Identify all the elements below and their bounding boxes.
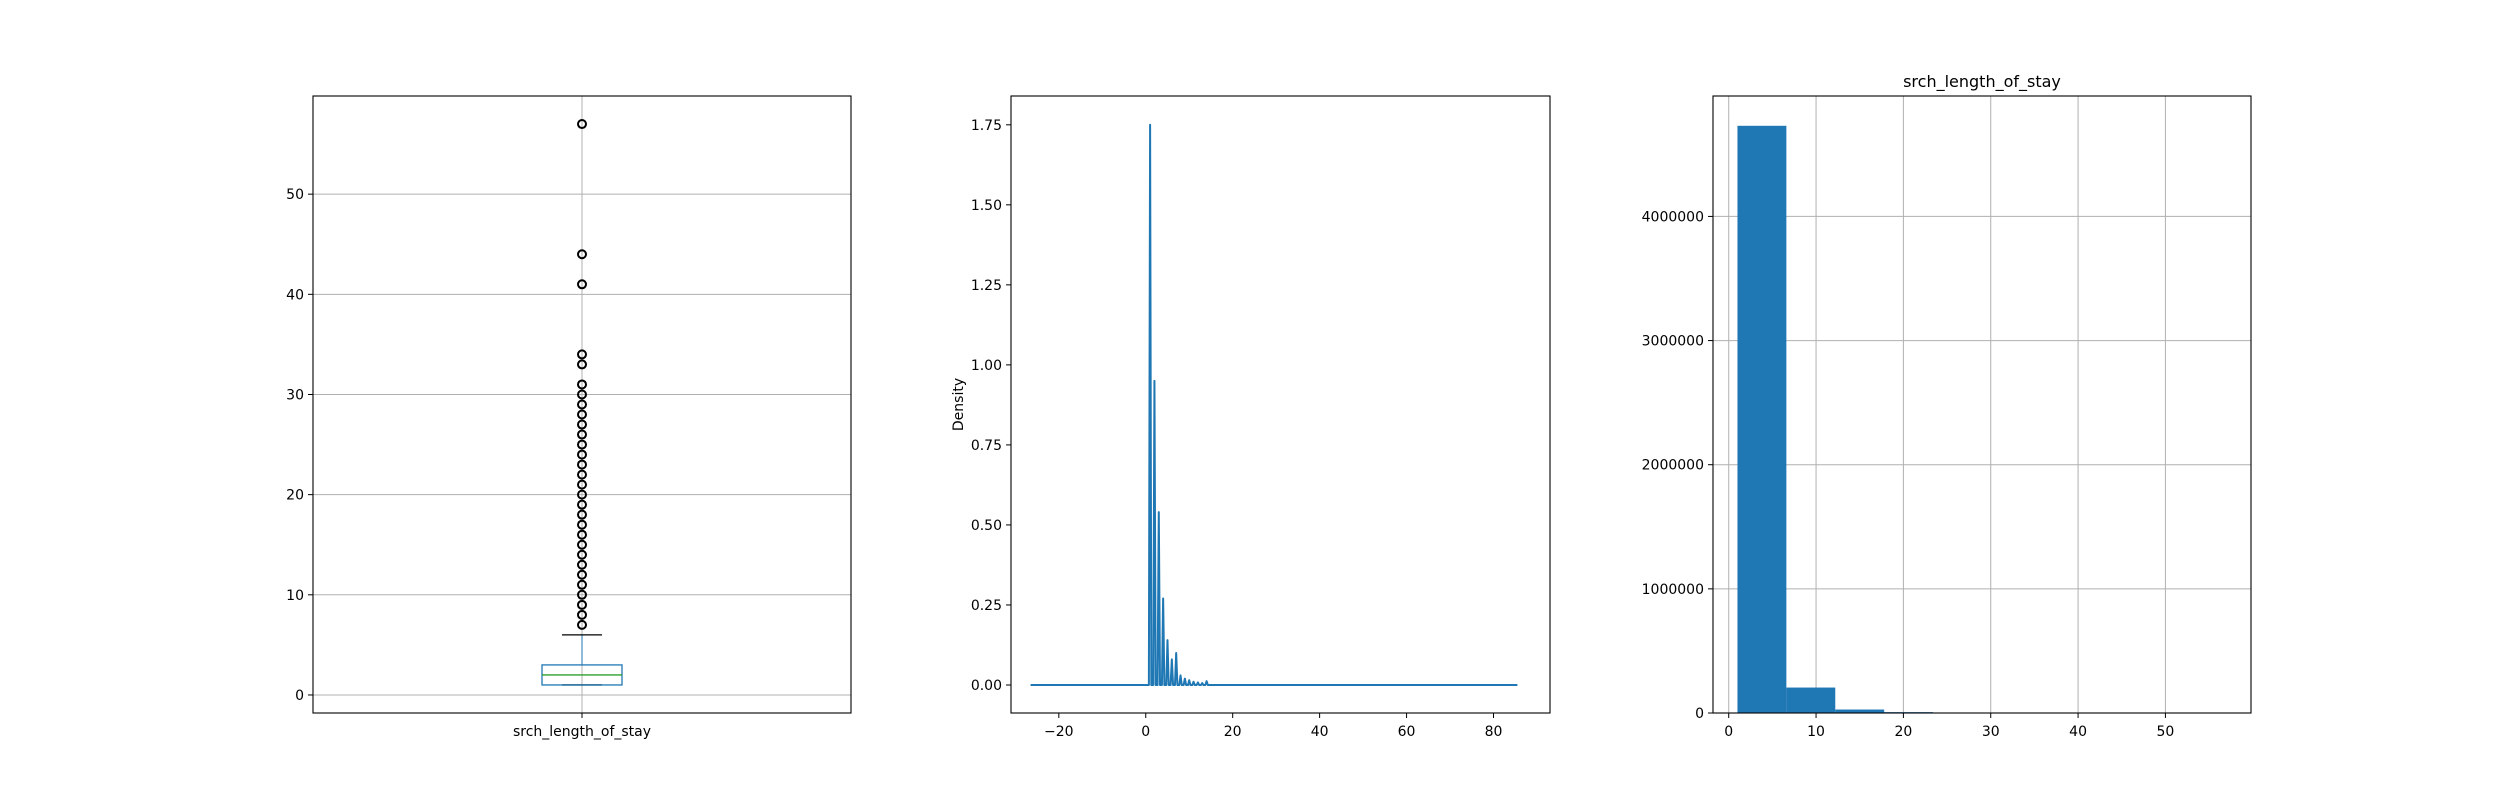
x-tick-label: 20 bbox=[1894, 724, 1912, 740]
x-tick-label: −20 bbox=[1044, 724, 1074, 740]
outlier-point bbox=[577, 349, 587, 360]
y-tick-label: 10 bbox=[286, 588, 304, 604]
outlier-point bbox=[577, 539, 587, 550]
y-tick-label: 3000000 bbox=[1642, 334, 1704, 350]
y-tick-label: 0.00 bbox=[971, 678, 1002, 694]
outlier-point bbox=[577, 519, 587, 530]
axes-frame bbox=[312, 95, 852, 714]
axes-frame bbox=[1712, 95, 2252, 714]
x-tick-label: 0 bbox=[1141, 724, 1150, 740]
outlier-point bbox=[577, 449, 587, 460]
y-tick-label: 1.00 bbox=[971, 358, 1002, 374]
x-tick-label: srch_length_of_stay bbox=[513, 724, 651, 740]
x-tick-label: 40 bbox=[1311, 724, 1329, 740]
chart-title: srch_length_of_stay bbox=[1903, 72, 2061, 92]
y-tick-label: 1.25 bbox=[971, 278, 1002, 294]
boxplot-panel: 0 10 20 30 40 50 srch_length_of_stay bbox=[286, 95, 852, 740]
outlier-point bbox=[577, 119, 587, 130]
density-panel: 0.00 0.25 0.50 0.75 1.00 1.25 1.50 1.75 −20 0 20 40… bbox=[951, 95, 1551, 740]
outlier-point bbox=[577, 529, 587, 540]
outlier-point bbox=[577, 619, 587, 630]
outlier-point bbox=[577, 599, 587, 610]
y-tick-label: 1.50 bbox=[971, 198, 1002, 214]
histogram-bar bbox=[1786, 687, 1836, 713]
outlier-point bbox=[577, 499, 587, 510]
histogram-panel: 0 1000000 2000000 3000000 4000000 0 10 20 30 40 50… bbox=[1642, 72, 2252, 740]
outlier-point bbox=[577, 549, 587, 560]
y-tick-label: 1.75 bbox=[971, 118, 1002, 134]
outlier-point bbox=[577, 439, 587, 450]
x-tick-label: 20 bbox=[1224, 724, 1242, 740]
histogram-bar bbox=[1737, 125, 1787, 713]
outlier-point bbox=[577, 399, 587, 410]
outlier-point bbox=[577, 379, 587, 390]
outlier-point bbox=[577, 469, 587, 480]
outlier-point bbox=[577, 489, 587, 500]
y-tick-label: 2000000 bbox=[1642, 458, 1704, 474]
density-line bbox=[1030, 123, 1518, 686]
y-tick-label: 0.75 bbox=[971, 438, 1002, 454]
x-tick-label: 0 bbox=[1724, 724, 1733, 740]
y-tick-label: 0 bbox=[295, 688, 304, 704]
y-tick-label: 4000000 bbox=[1642, 209, 1704, 225]
y-tick-label: 40 bbox=[286, 287, 304, 303]
y-tick-label: 0.25 bbox=[971, 598, 1002, 614]
y-tick-label: 1000000 bbox=[1642, 582, 1704, 598]
outlier-point bbox=[577, 459, 587, 470]
x-tick-label: 10 bbox=[1807, 724, 1825, 740]
outlier-point bbox=[577, 479, 587, 490]
outlier-point bbox=[577, 409, 587, 420]
outlier-point bbox=[577, 359, 587, 370]
outlier-point bbox=[577, 279, 587, 290]
outlier-point bbox=[577, 559, 587, 570]
x-tick-label: 40 bbox=[2069, 724, 2087, 740]
y-tick-label: 0.50 bbox=[971, 518, 1002, 534]
y-tick-label: 50 bbox=[286, 187, 304, 203]
outlier-point bbox=[577, 509, 587, 520]
outlier-point bbox=[577, 569, 587, 580]
outlier-point bbox=[577, 249, 587, 260]
y-tick-label: 0 bbox=[1695, 706, 1704, 722]
y-tick-label: 20 bbox=[286, 488, 304, 504]
axes-frame bbox=[1010, 95, 1551, 714]
outlier-point bbox=[577, 579, 587, 590]
y-tick-label: 30 bbox=[286, 387, 304, 403]
x-tick-label: 80 bbox=[1485, 724, 1503, 740]
outlier-point bbox=[577, 429, 587, 440]
x-tick-label: 50 bbox=[2156, 724, 2174, 740]
x-tick-label: 30 bbox=[1982, 724, 2000, 740]
y-axis-label: Density bbox=[951, 378, 967, 431]
histogram-bar bbox=[1835, 709, 1885, 713]
outlier-point bbox=[577, 589, 587, 600]
x-tick-label: 60 bbox=[1398, 724, 1416, 740]
outlier-point bbox=[577, 419, 587, 430]
outlier-point bbox=[577, 389, 587, 400]
outlier-point bbox=[577, 609, 587, 620]
